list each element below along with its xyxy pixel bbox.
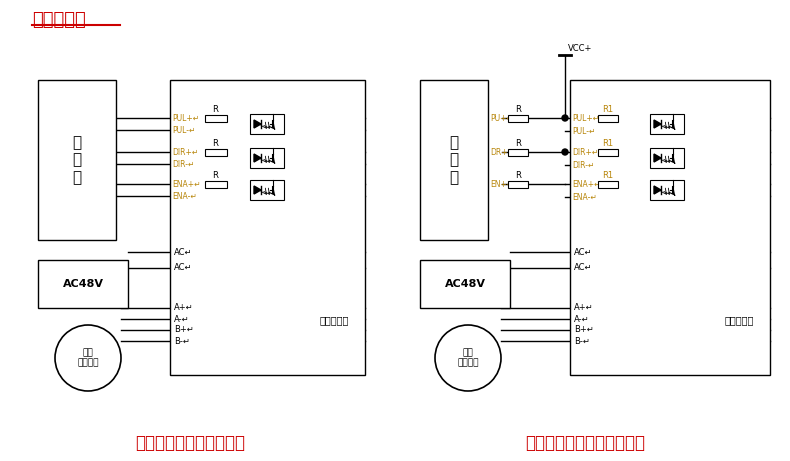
- Circle shape: [55, 325, 121, 391]
- Bar: [598, 148, 618, 155]
- Bar: [598, 181, 618, 188]
- Text: 典型接线图: 典型接线图: [32, 11, 86, 29]
- Text: R: R: [212, 105, 218, 113]
- Bar: [205, 148, 227, 155]
- Bar: [250, 114, 284, 134]
- Bar: [420, 80, 488, 240]
- Text: R: R: [515, 105, 521, 113]
- Bar: [205, 114, 227, 122]
- Text: 步进电机共阳极接线示意图: 步进电机共阳极接线示意图: [525, 434, 645, 452]
- Polygon shape: [254, 120, 261, 128]
- Text: 步进驱动器: 步进驱动器: [725, 315, 754, 325]
- Text: AC48V: AC48V: [445, 279, 486, 289]
- Text: ENA-↵: ENA-↵: [572, 193, 596, 201]
- Text: DIR-↵: DIR-↵: [172, 160, 194, 169]
- Text: ENA+↵: ENA+↵: [172, 179, 201, 189]
- Text: PUL+↵: PUL+↵: [172, 113, 199, 123]
- Polygon shape: [654, 186, 661, 194]
- Text: B-↵: B-↵: [174, 337, 190, 345]
- Text: AC↵: AC↵: [574, 248, 592, 256]
- Text: DIR+↵: DIR+↵: [172, 148, 198, 156]
- Text: DR+↵: DR+↵: [490, 148, 514, 156]
- Circle shape: [562, 115, 568, 121]
- Text: A+↵: A+↵: [174, 303, 194, 313]
- Text: EN+↵: EN+↵: [490, 179, 514, 189]
- Text: AC↵: AC↵: [174, 264, 193, 272]
- Text: ENA+↵: ENA+↵: [572, 179, 600, 189]
- Text: AC↵: AC↵: [574, 264, 592, 272]
- Bar: [650, 114, 684, 134]
- Bar: [250, 148, 284, 168]
- Bar: [38, 80, 116, 240]
- Polygon shape: [654, 154, 661, 162]
- Text: VCC+: VCC+: [568, 43, 592, 53]
- Text: A-↵: A-↵: [574, 314, 589, 324]
- Text: 控
制
器: 控 制 器: [450, 135, 458, 185]
- Text: ENA-↵: ENA-↵: [172, 191, 197, 201]
- Text: 适配
步进电机: 适配 步进电机: [457, 349, 479, 368]
- Text: A+↵: A+↵: [574, 303, 593, 313]
- Text: 步进电机差分接线示意图: 步进电机差分接线示意图: [135, 434, 245, 452]
- Text: R1: R1: [603, 171, 614, 179]
- Text: PUL+↵: PUL+↵: [572, 113, 599, 123]
- Bar: [508, 148, 528, 155]
- Text: B-↵: B-↵: [574, 337, 590, 345]
- Text: DIR-↵: DIR-↵: [572, 160, 594, 170]
- Text: B+↵: B+↵: [174, 325, 194, 335]
- Bar: [650, 180, 684, 200]
- Text: A-↵: A-↵: [174, 314, 190, 324]
- Text: PUL-↵: PUL-↵: [572, 126, 596, 136]
- Bar: [170, 80, 365, 375]
- Text: DIR+↵: DIR+↵: [572, 148, 598, 156]
- Text: AC48V: AC48V: [62, 279, 103, 289]
- Text: PUL-↵: PUL-↵: [172, 125, 195, 135]
- Text: 控
制
器: 控 制 器: [73, 135, 81, 185]
- Bar: [650, 148, 684, 168]
- Bar: [420, 260, 510, 308]
- Polygon shape: [654, 120, 661, 128]
- Bar: [38, 260, 128, 308]
- Circle shape: [562, 149, 568, 155]
- Bar: [508, 114, 528, 122]
- Text: B+↵: B+↵: [574, 325, 594, 335]
- Text: AC↵: AC↵: [174, 248, 193, 256]
- Text: R1: R1: [603, 105, 614, 113]
- Bar: [598, 114, 618, 122]
- Polygon shape: [254, 154, 261, 162]
- Text: R: R: [515, 171, 521, 179]
- Text: R1: R1: [603, 138, 614, 148]
- Circle shape: [435, 325, 501, 391]
- Bar: [508, 181, 528, 188]
- Bar: [570, 80, 770, 375]
- Text: R: R: [212, 138, 218, 148]
- Bar: [205, 181, 227, 188]
- Text: R: R: [212, 171, 218, 179]
- Text: 适配
步进电机: 适配 步进电机: [77, 349, 99, 368]
- Polygon shape: [254, 186, 261, 194]
- Bar: [250, 180, 284, 200]
- Text: 步进驱动器: 步进驱动器: [320, 315, 349, 325]
- Text: R: R: [515, 138, 521, 148]
- Text: PU+↵: PU+↵: [490, 113, 513, 123]
